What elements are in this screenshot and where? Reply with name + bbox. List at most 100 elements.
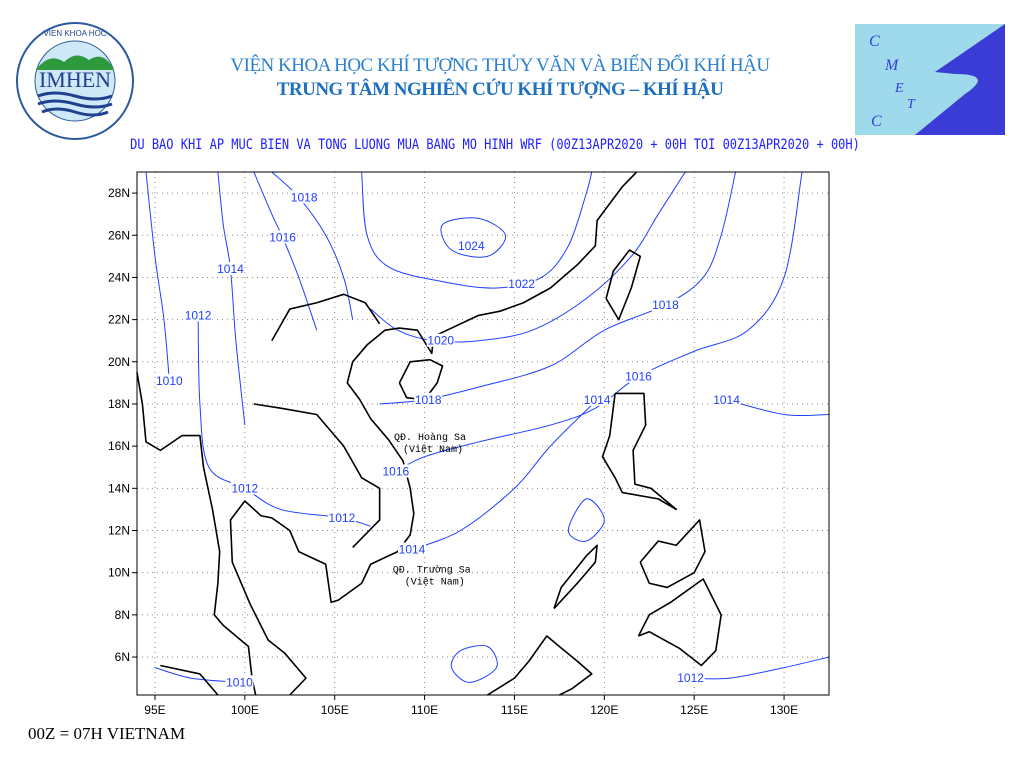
y-tick-label: 28N: [108, 186, 130, 200]
island-country-label: (Việt Nam): [403, 444, 463, 456]
coastline: [229, 171, 638, 696]
y-tick-label: 20N: [108, 355, 130, 369]
svg-text:VIEN KHOA HOC: VIEN KHOA HOC: [43, 29, 106, 38]
x-tick-label: 120E: [590, 703, 618, 717]
isobar-label-bg: [327, 510, 356, 524]
y-tick-label: 18N: [108, 397, 130, 411]
imhen-logo: IMHEN VIEN KHOA HOC: [16, 22, 134, 140]
isobar-line: [450, 644, 498, 683]
isobar-label: 1012: [185, 308, 212, 322]
island-label: QĐ. Trường Sa: [393, 565, 471, 577]
coastline: [253, 403, 381, 548]
coastline: [160, 664, 219, 696]
isobar-label-bg: [155, 373, 184, 387]
cmetc-logo: C M E T C: [855, 24, 1005, 135]
x-tick-label: 130E: [770, 703, 798, 717]
isobar-line: [440, 217, 506, 258]
isobar-label: 1024: [458, 239, 485, 253]
isobar-label-bg: [624, 369, 653, 383]
coastline: [553, 544, 598, 610]
isobar-label: 1018: [291, 190, 318, 204]
coastlines: [136, 171, 722, 696]
isobar-label: 1010: [226, 675, 253, 689]
isobar-line: [379, 171, 737, 405]
y-tick-label: 24N: [108, 270, 130, 284]
isobar-label: 1012: [329, 511, 356, 525]
coastline: [136, 372, 257, 696]
island-country-label: (Việt Nam): [405, 577, 465, 589]
coastline: [271, 293, 381, 342]
isobar-label-bg: [230, 481, 259, 495]
isobar-label-bg: [268, 230, 297, 244]
isobar-line: [361, 171, 593, 289]
isobar-label-bg: [414, 392, 443, 406]
coastline: [637, 578, 722, 667]
isobar-line: [197, 315, 371, 527]
isobar-line: [690, 656, 830, 680]
isobar-label-bg: [712, 392, 741, 406]
coastline: [398, 358, 444, 401]
isobar-label-bg: [651, 297, 680, 311]
timezone-note: 00Z = 07H VIETNAM: [28, 724, 186, 743]
isobar-label-bg: [507, 276, 536, 290]
isobar-line: [567, 498, 605, 542]
svg-text:E: E: [894, 81, 904, 96]
isobar-label-bg: [225, 675, 254, 689]
isobar-label-bg: [676, 671, 705, 685]
x-tick-label: 100E: [231, 703, 259, 717]
coastline: [639, 519, 706, 589]
isobar-label-bg: [398, 542, 427, 556]
isobar-line: [145, 171, 170, 381]
isobar-label-bg: [216, 262, 245, 276]
isobar-label-bg: [290, 190, 319, 204]
isobar-label: 1020: [427, 334, 454, 348]
x-tick-label: 115E: [501, 703, 528, 717]
center-title: TRUNG TÂM NGHIÊN CỨU KHÍ TƯỢNG – KHÍ HẬU: [276, 79, 724, 100]
institute-title: VIỆN KHOA HỌC KHÍ TƯỢNG THỦY VĂN VÀ BIẾN…: [230, 55, 770, 76]
y-tick-label: 16N: [108, 439, 130, 453]
map-frame: [136, 171, 830, 696]
isobar-label: 1014: [217, 262, 244, 276]
coastline: [605, 249, 642, 321]
island-label: QĐ. Hoàng Sa: [394, 432, 466, 444]
x-tick-label: 110E: [411, 703, 438, 717]
isobar-line: [395, 171, 803, 472]
isobar-label: 1016: [625, 370, 652, 384]
isobar-label-bg: [583, 392, 612, 406]
forecast-subtitle: DU BAO KHI AP MUC BIEN VA TONG LUONG MUA…: [130, 135, 860, 153]
isobar-label-bg: [381, 464, 410, 478]
isobar-line: [726, 399, 830, 417]
isobar-label: 1014: [584, 393, 611, 407]
coastline: [487, 635, 593, 696]
isobar-label-bg: [457, 238, 486, 252]
isobar-contours: [145, 171, 830, 683]
isobar-label: 1016: [382, 464, 409, 478]
y-tick-label: 12N: [108, 524, 130, 538]
svg-text:C: C: [871, 113, 882, 130]
isobar-label-bg: [426, 333, 455, 347]
x-tick-label: 105E: [321, 703, 349, 717]
isobar-label: 1016: [269, 230, 296, 244]
imhen-logo-text: IMHEN: [39, 67, 111, 92]
isobar-label: 1012: [677, 671, 704, 685]
isobar-label-bg: [184, 308, 213, 322]
grid-lines: [137, 172, 829, 695]
isobar-line: [411, 399, 598, 550]
isobar-label: 1012: [231, 481, 258, 495]
coastline: [601, 392, 678, 511]
isobar-label: 1022: [508, 277, 535, 291]
x-tick-label: 95E: [144, 703, 165, 717]
isobar-label: 1018: [415, 393, 442, 407]
y-tick-label: 8N: [115, 608, 130, 622]
y-tick-label: 26N: [108, 228, 130, 242]
isobar-line: [217, 171, 246, 426]
y-tick-label: 22N: [108, 313, 130, 327]
isobar-label: 1010: [156, 374, 183, 388]
svg-text:M: M: [884, 57, 900, 74]
isobar-label: 1018: [652, 298, 679, 312]
isobar-line: [271, 171, 354, 320]
isobar-label: 1014: [399, 542, 426, 556]
svg-text:T: T: [907, 97, 916, 112]
y-tick-label: 6N: [115, 650, 130, 664]
